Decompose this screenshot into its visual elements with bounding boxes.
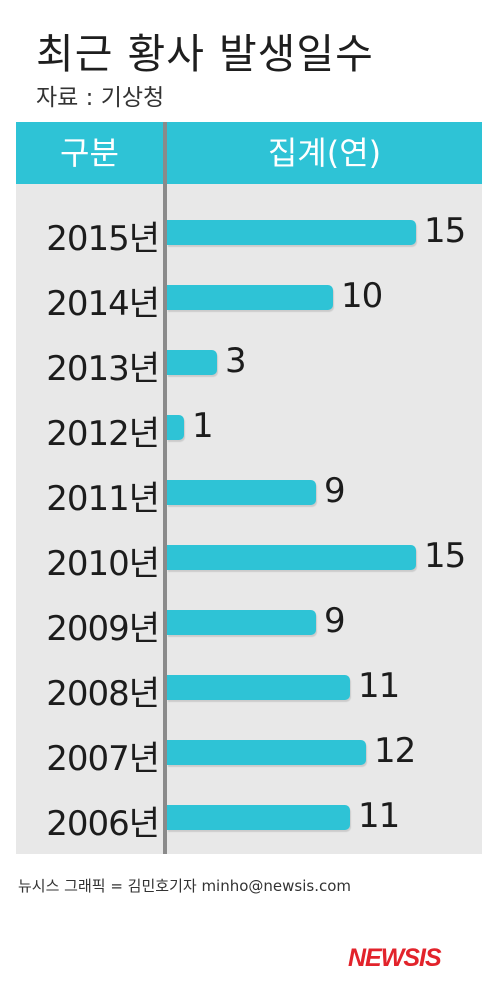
credit-line: 뉴시스 그래픽 = 김민호기자 minho@newsis.com [18, 877, 352, 895]
column-divider [163, 122, 167, 854]
bar [167, 609, 316, 635]
value-label: 9 [324, 471, 346, 511]
bar [167, 284, 333, 310]
year-label: 2013년 [46, 349, 160, 389]
bar [167, 804, 350, 830]
year-label: 2014년 [46, 284, 160, 324]
source-label: 자료 : 기상청 [36, 85, 165, 111]
value-label: 15 [424, 211, 466, 251]
year-label: 2012년 [46, 414, 160, 454]
bar [167, 414, 184, 440]
year-label: 2010년 [46, 544, 160, 584]
value-label: 12 [374, 731, 416, 771]
bar [167, 349, 217, 375]
column-header-value: 집계(연) [267, 134, 382, 172]
column-header-category: 구분 [60, 134, 119, 172]
year-label: 2009년 [46, 609, 160, 649]
bar [167, 219, 416, 245]
year-label: 2006년 [46, 804, 160, 844]
year-label: 2007년 [46, 739, 160, 779]
year-label: 2015년 [46, 219, 160, 259]
year-label: 2011년 [46, 479, 160, 519]
bar [167, 479, 316, 505]
chart-title: 최근 황사 발생일수 [36, 30, 374, 78]
value-label: 3 [225, 341, 247, 381]
year-label: 2008년 [46, 674, 160, 714]
value-label: 1 [192, 406, 214, 446]
bar [167, 739, 366, 765]
newsis-logo: NEWSIS [348, 944, 442, 972]
value-label: 9 [324, 601, 346, 641]
bar [167, 674, 350, 700]
value-label: 11 [358, 666, 400, 706]
value-label: 10 [341, 276, 383, 316]
value-label: 11 [358, 796, 400, 836]
table-header-bar [16, 122, 482, 184]
value-label: 15 [424, 536, 466, 576]
bar [167, 544, 416, 570]
